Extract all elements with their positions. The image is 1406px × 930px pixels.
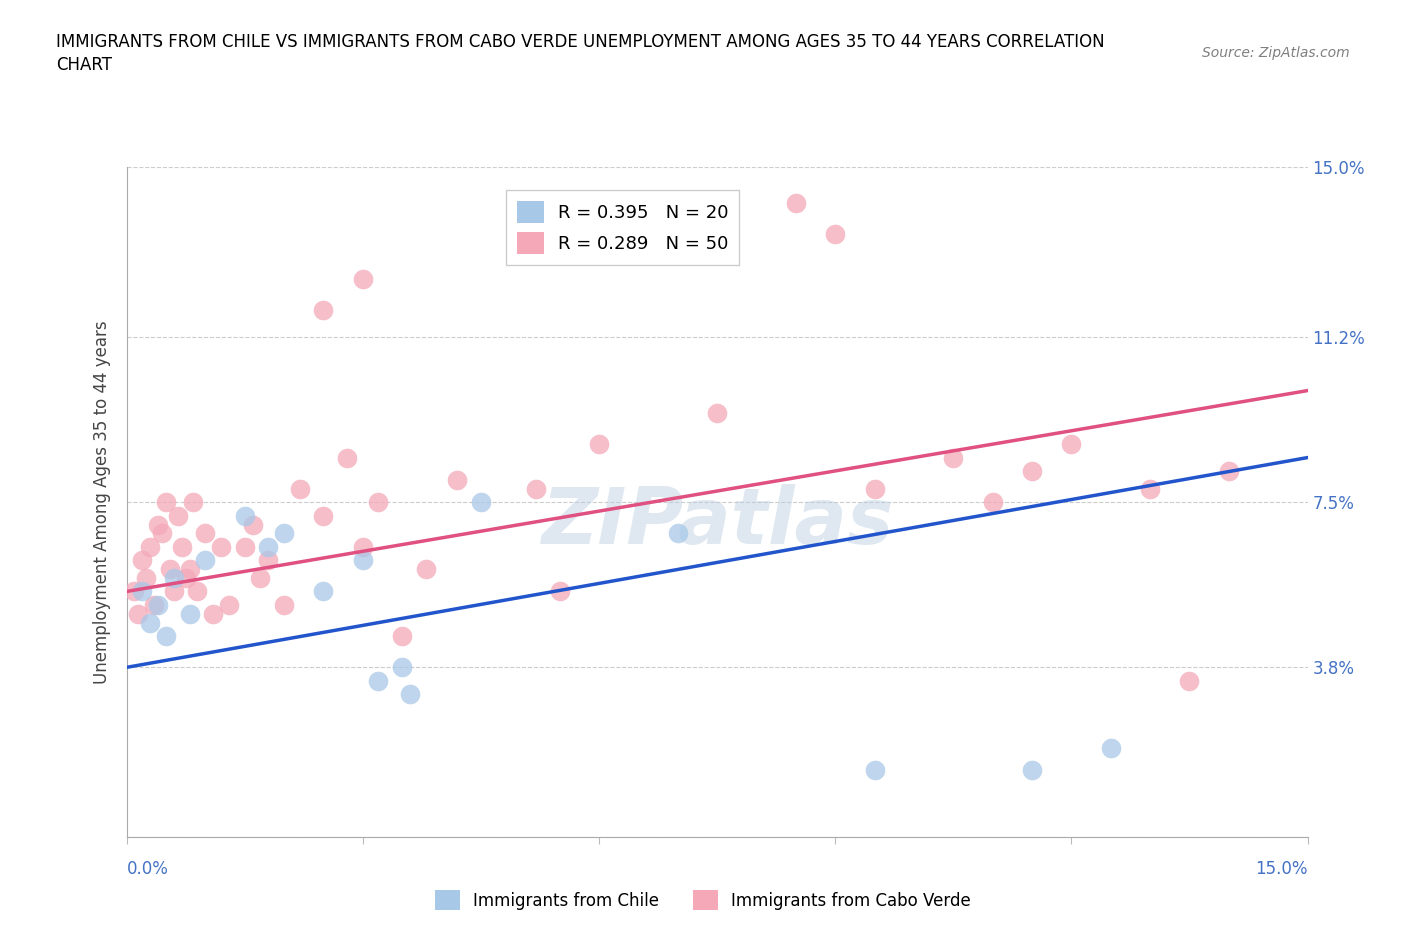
Point (1218, 463, 1240, 478)
Point (163, 571, 186, 586)
Point (163, 584, 186, 599)
Point (183, 495, 205, 510)
Point (312, 303, 335, 318)
Text: Source: ZipAtlas.com: Source: ZipAtlas.com (1202, 46, 1350, 60)
Point (588, 437, 610, 452)
Point (352, 552, 374, 567)
Point (166, 508, 188, 523)
Legend: Immigrants from Chile, Immigrants from Cabo Verde: Immigrants from Chile, Immigrants from C… (429, 884, 977, 917)
Point (1099, 740, 1122, 755)
Point (446, 472, 468, 487)
Point (981, 495, 1004, 510)
Text: CHART: CHART (56, 56, 112, 73)
Point (139, 539, 162, 554)
Text: ZIPatlas: ZIPatlas (541, 485, 893, 560)
Point (548, 584, 571, 599)
Point (150, 526, 173, 541)
Point (159, 562, 181, 577)
Point (1139, 482, 1161, 497)
Point (273, 526, 295, 541)
Point (143, 597, 166, 612)
Point (135, 571, 157, 586)
Point (415, 562, 437, 577)
Point (942, 450, 965, 465)
Point (336, 450, 359, 465)
Point (863, 763, 886, 777)
Text: 15.0%: 15.0% (1256, 860, 1308, 878)
Y-axis label: Unemployment Among Ages 35 to 44 years: Unemployment Among Ages 35 to 44 years (93, 321, 111, 684)
Point (824, 227, 846, 242)
Point (273, 597, 295, 612)
Point (139, 616, 162, 631)
Point (131, 552, 153, 567)
Point (785, 195, 807, 210)
Point (288, 482, 311, 497)
Point (179, 562, 201, 577)
Point (352, 539, 374, 554)
Point (127, 606, 149, 621)
Point (194, 526, 217, 541)
Point (1060, 437, 1083, 452)
Point (186, 584, 208, 599)
Text: 0.0%: 0.0% (127, 860, 169, 878)
Point (1178, 673, 1201, 688)
Point (233, 539, 256, 554)
Point (218, 597, 240, 612)
Point (352, 272, 374, 286)
Point (666, 526, 689, 541)
Point (391, 660, 413, 675)
Point (312, 584, 335, 599)
Point (194, 552, 217, 567)
Point (202, 606, 225, 621)
Point (706, 405, 728, 420)
Point (391, 629, 413, 644)
Point (524, 482, 547, 497)
Point (146, 517, 169, 532)
Point (174, 571, 197, 586)
Point (155, 495, 177, 510)
Text: IMMIGRANTS FROM CHILE VS IMMIGRANTS FROM CABO VERDE UNEMPLOYMENT AMONG AGES 35 T: IMMIGRANTS FROM CHILE VS IMMIGRANTS FROM… (56, 33, 1105, 50)
Point (257, 552, 280, 567)
Point (863, 482, 886, 497)
Point (146, 597, 169, 612)
Point (1021, 763, 1043, 777)
Point (242, 517, 264, 532)
Point (249, 571, 271, 586)
Point (399, 686, 422, 701)
Point (170, 539, 193, 554)
Point (470, 495, 492, 510)
Point (233, 508, 256, 523)
Point (1021, 463, 1043, 478)
Point (257, 539, 280, 554)
Point (367, 673, 389, 688)
Point (124, 584, 146, 599)
Point (367, 495, 389, 510)
Point (179, 606, 201, 621)
Legend: R = 0.395   N = 20, R = 0.289   N = 50: R = 0.395 N = 20, R = 0.289 N = 50 (506, 190, 740, 264)
Point (155, 629, 177, 644)
Point (209, 539, 232, 554)
Point (131, 584, 153, 599)
Point (312, 508, 335, 523)
